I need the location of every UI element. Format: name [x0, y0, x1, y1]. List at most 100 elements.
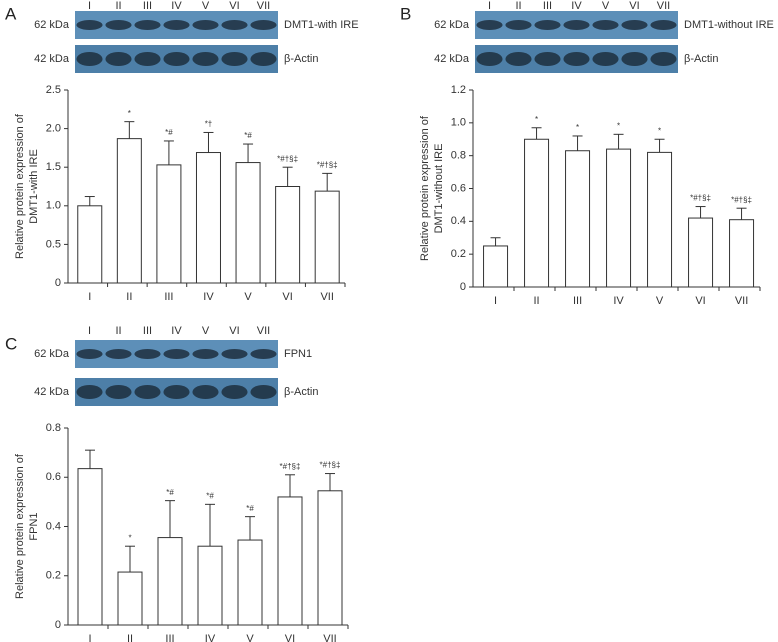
lane-label: V — [602, 0, 610, 12]
bar — [483, 245, 509, 288]
protein-label: DMT1-with IRE — [284, 19, 359, 31]
significance-label: * — [128, 533, 131, 542]
y-tick-label: 0.6 — [46, 471, 61, 483]
x-tick-label: II — [126, 291, 132, 303]
y-tick-label: 1.5 — [46, 161, 61, 173]
x-tick-label: VII — [323, 633, 336, 642]
y-tick-label: 0.5 — [46, 238, 61, 250]
significance-label: *#†§‡ — [280, 462, 301, 471]
bar — [116, 138, 142, 284]
blot-band — [134, 349, 161, 359]
blot-band — [563, 20, 590, 30]
blot-band — [192, 385, 219, 399]
lane-label: VI — [229, 325, 239, 337]
blot-band — [76, 52, 103, 66]
protein-label: FPN1 — [284, 348, 312, 360]
bar — [117, 571, 143, 626]
x-tick-label: IV — [203, 291, 214, 303]
blot-band — [76, 349, 103, 359]
y-tick-label: 2.0 — [46, 123, 61, 135]
x-tick-label: II — [127, 633, 133, 642]
lane-label: VI — [229, 0, 239, 12]
y-tick-label: 0 — [55, 277, 61, 289]
blot-band — [105, 349, 132, 359]
blot-band — [134, 385, 161, 399]
significance-label: * — [658, 126, 661, 135]
bar — [317, 490, 343, 626]
blot-band — [650, 52, 677, 66]
lane-label: IV — [171, 0, 182, 12]
significance-label: *#†§‡ — [277, 154, 298, 163]
y-tick-label: 0.8 — [451, 150, 466, 162]
bar — [606, 148, 632, 288]
panel-label: A — [5, 4, 17, 23]
y-tick-label: 1.2 — [451, 84, 466, 96]
blot-band — [221, 20, 248, 30]
bar — [77, 468, 103, 626]
lane-label: III — [143, 325, 152, 337]
significance-label: * — [535, 115, 538, 124]
x-tick-label: I — [88, 633, 91, 642]
bar — [235, 162, 261, 284]
lane-label: V — [202, 0, 210, 12]
kda-label: 62 kDa — [34, 19, 70, 31]
blot-band — [621, 52, 648, 66]
bar — [77, 205, 103, 284]
x-tick-label: VI — [695, 295, 705, 307]
protein-label: DMT1-without IRE — [684, 19, 774, 31]
bar — [314, 190, 340, 284]
y-tick-label: 0.4 — [451, 215, 466, 227]
blot-band — [221, 349, 248, 359]
protein-label: β-Actin — [284, 53, 318, 65]
blot-band — [163, 349, 190, 359]
x-tick-label: VI — [285, 633, 295, 642]
significance-label: *#†§‡ — [317, 160, 338, 169]
blot-band — [76, 20, 103, 30]
lane-label: II — [115, 0, 121, 12]
y-tick-label: 1.0 — [451, 117, 466, 129]
blot-band — [221, 385, 248, 399]
blot-band — [192, 349, 219, 359]
blot-band — [105, 20, 132, 30]
lane-label: I — [88, 325, 91, 337]
blot-band — [592, 20, 619, 30]
x-tick-label: III — [573, 295, 582, 307]
y-axis-label: Relative protein expression of FPN1 — [14, 453, 40, 599]
blot-band — [134, 20, 161, 30]
blot-band — [534, 20, 561, 30]
blot-band — [563, 52, 590, 66]
bar — [275, 186, 301, 284]
lane-label: II — [515, 0, 521, 12]
lane-label: VII — [257, 0, 270, 12]
lane-label: I — [488, 0, 491, 12]
protein-label: β-Actin — [684, 53, 718, 65]
y-tick-label: 0.4 — [46, 520, 61, 532]
blot-band — [134, 52, 161, 66]
kda-label: 42 kDa — [34, 386, 70, 398]
y-axis-label-line: Relative protein expression of — [419, 115, 431, 261]
x-tick-label: III — [165, 633, 174, 642]
lane-label: III — [543, 0, 552, 12]
blot-band — [505, 52, 532, 66]
bar — [565, 150, 591, 288]
lane-label: VII — [257, 325, 270, 337]
x-tick-label: VI — [282, 291, 292, 303]
x-tick-label: I — [494, 295, 497, 307]
significance-label: *# — [206, 491, 214, 500]
y-axis-label: Relative protein expression of DMT1-witho… — [419, 115, 445, 261]
kda-label: 42 kDa — [34, 53, 70, 65]
blot-band — [250, 385, 277, 399]
x-tick-label: IV — [613, 295, 624, 307]
bar — [197, 545, 223, 626]
y-axis-label-line: FPN1 — [28, 512, 40, 540]
y-axis-label: Relative protein expression of DMT1-with … — [14, 113, 40, 259]
x-tick-label: VII — [320, 291, 333, 303]
y-tick-label: 0.2 — [46, 570, 61, 582]
y-tick-label: 0.2 — [451, 248, 466, 260]
x-tick-label: I — [88, 291, 91, 303]
y-tick-label: 0 — [460, 281, 466, 293]
panel-label: B — [400, 4, 411, 23]
kda-label: 62 kDa — [34, 348, 70, 360]
y-tick-label: 0.6 — [451, 182, 466, 194]
